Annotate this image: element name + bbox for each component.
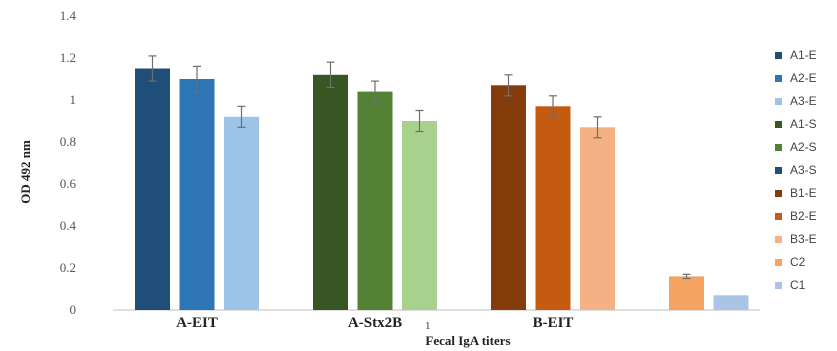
legend-label: A1-S	[790, 117, 817, 131]
y-tick-label: 0.4	[60, 218, 77, 233]
legend-item-b3-e: B3-E	[775, 232, 817, 246]
error-bar-a2-e	[193, 65, 201, 93]
group-label: A-EIT	[176, 315, 218, 331]
legend-label: A1-E	[790, 48, 817, 62]
legend-label: A2-E	[790, 71, 817, 85]
bar-a1-e	[135, 68, 170, 310]
legend-item-c1: C1	[775, 278, 806, 292]
bar-a3-e	[224, 116, 259, 310]
legend-item-a2-s: A2-S	[775, 140, 817, 154]
legend: A1-E A2-E A3-E A1-S A2-S A3-S B1-E B2-E B3-E C2 C1	[775, 48, 817, 292]
legend-item-c2: C2	[775, 255, 806, 269]
y-axis-ticks: 0 0.2 0.4 0.6 0.8 1 1.2 1.4	[60, 8, 77, 317]
y-tick-label: 0.2	[60, 260, 76, 275]
bar-series	[135, 68, 749, 310]
bar-a2-s	[357, 91, 393, 310]
legend-swatch	[775, 75, 782, 82]
legend-swatch	[775, 190, 782, 197]
bar-b3-e	[580, 127, 615, 310]
y-tick-label: 0	[70, 302, 77, 317]
legend-item-b2-e: B2-E	[775, 209, 817, 223]
x-axis-title: Fecal IgA titers	[425, 333, 510, 348]
legend-swatch	[775, 236, 782, 243]
x-axis-group-labels: A-EIT A-Stx2B 1 B-EIT	[176, 315, 573, 332]
legend-item-a1-s: A1-S	[775, 117, 817, 131]
bar-b1-e	[491, 85, 526, 310]
legend-label: B2-E	[790, 209, 817, 223]
y-tick-label: 1.4	[60, 8, 77, 23]
legend-label: A3-E	[790, 94, 817, 108]
bar-c2	[669, 276, 704, 310]
legend-swatch	[775, 144, 782, 151]
legend-swatch	[775, 259, 782, 266]
error-bar-c2	[682, 273, 691, 280]
legend-swatch	[775, 167, 782, 174]
legend-label: C2	[790, 255, 806, 269]
legend-swatch	[775, 282, 782, 289]
y-tick-label: 1.2	[60, 50, 76, 65]
legend-item-a1-e: A1-E	[775, 48, 817, 62]
legend-label: B1-E	[790, 186, 817, 200]
legend-label: A3-S	[790, 163, 817, 177]
legend-swatch	[775, 52, 782, 59]
bar-c1	[713, 295, 749, 310]
error-bars	[148, 55, 691, 280]
bar-a1-s	[313, 74, 348, 310]
y-tick-label: 1	[70, 92, 77, 107]
legend-item-a2-e: A2-E	[775, 71, 817, 85]
error-bar-b1-e	[504, 74, 513, 97]
error-bar-a3-s	[415, 109, 424, 133]
legend-item-a3-e: A3-E	[775, 94, 817, 108]
legend-swatch	[775, 213, 782, 220]
legend-label: B3-E	[790, 232, 817, 246]
y-tick-label: 0.8	[60, 134, 76, 149]
legend-item-b1-e: B1-E	[775, 186, 817, 200]
group-label: A-Stx2B	[348, 315, 402, 331]
y-axis-title: OD 492 nm	[18, 140, 33, 204]
y-tick-label: 0.6	[60, 176, 77, 191]
error-bar-a2-s	[371, 80, 379, 103]
bar-b2-e	[535, 106, 571, 310]
legend-swatch	[775, 98, 782, 105]
legend-label: C1	[790, 278, 806, 292]
group-label: B-EIT	[533, 315, 574, 331]
error-bar-a3-e	[237, 105, 246, 128]
error-bar-a1-e	[148, 55, 157, 82]
error-bar-b3-e	[593, 116, 602, 139]
legend-item-a3-s: A3-S	[775, 163, 817, 177]
error-bar-b2-e	[549, 95, 557, 118]
bar-a3-s	[402, 121, 437, 310]
group-label-suffix: 1	[425, 320, 431, 332]
legend-label: A2-S	[790, 140, 817, 154]
error-bar-a1-s	[326, 61, 335, 89]
legend-swatch	[775, 121, 782, 128]
bar-a2-e	[179, 79, 215, 310]
